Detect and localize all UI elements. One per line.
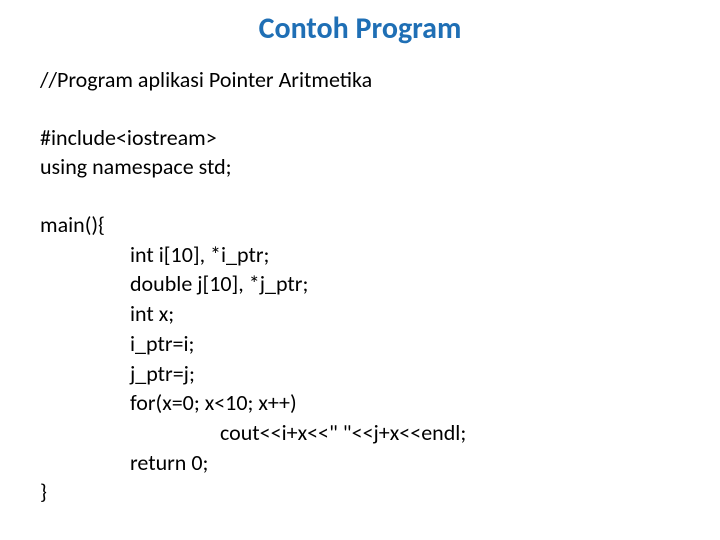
slide-title: Contoh Program: [40, 10, 680, 47]
code-line: i_ptr=i;: [40, 329, 680, 359]
code-line: //Program aplikasi Pointer Aritmetika: [40, 65, 680, 95]
code-block: //Program aplikasi Pointer Aritmetika #in…: [40, 65, 680, 507]
code-line: [40, 95, 680, 123]
code-line: j_ptr=j;: [40, 359, 680, 389]
code-line: #include<iostream>: [40, 123, 680, 153]
slide: Contoh Program //Program aplikasi Pointe…: [0, 0, 720, 540]
code-line: for(x=0; x<10; x++): [40, 388, 680, 418]
code-line: main(){: [40, 210, 680, 240]
code-line: [40, 182, 680, 210]
code-line: cout<<i+x<<" "<<j+x<<endl;: [40, 418, 680, 448]
code-line: using namespace std;: [40, 152, 680, 182]
code-line: return 0;: [40, 448, 680, 478]
code-line: double j[10], *j_ptr;: [40, 269, 680, 299]
code-line: int i[10], *i_ptr;: [40, 240, 680, 270]
code-line: int x;: [40, 299, 680, 329]
code-line: }: [40, 477, 680, 507]
